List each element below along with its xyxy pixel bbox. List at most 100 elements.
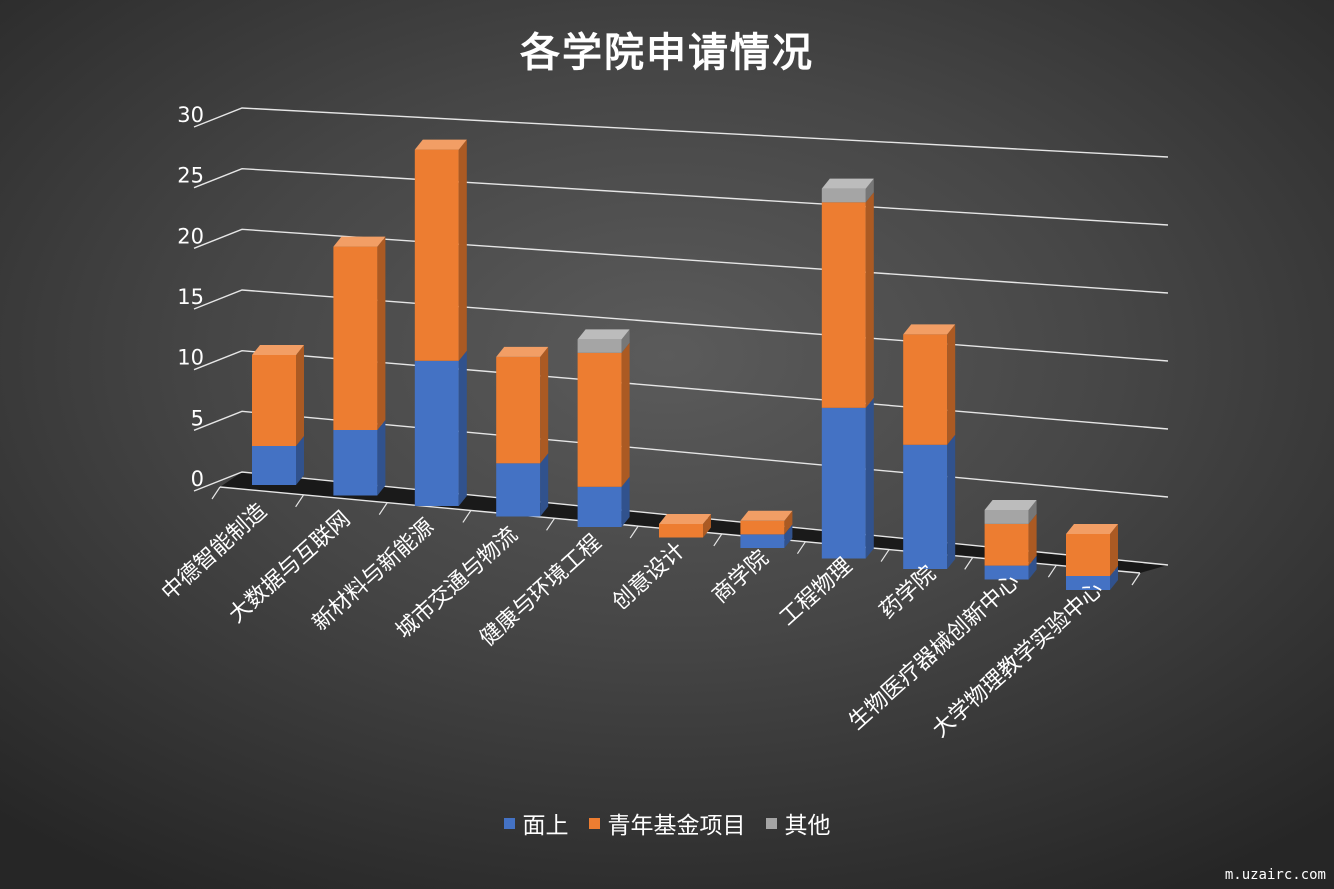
- x-tick-1: [295, 494, 305, 508]
- bar-2-s1: [414, 149, 459, 361]
- legend-swatch-youth: [588, 817, 600, 829]
- x-tick-4: [546, 517, 556, 531]
- bar-top-4: [577, 329, 630, 340]
- chart-legend: 面上 青年基金项目 其他: [0, 806, 1334, 840]
- x-tick-label-5: 创意设计: [608, 538, 690, 615]
- bar-side-0-s1: [296, 345, 304, 446]
- bar-6-s1: [740, 520, 785, 535]
- x-tick-6: [713, 533, 723, 547]
- bar-10-s0: [1066, 576, 1110, 590]
- bar-side-8-s0: [947, 434, 956, 569]
- bar-1-s1: [333, 246, 378, 430]
- legend-item-other: 其他: [765, 806, 831, 840]
- bar-side-7-s0: [865, 397, 874, 559]
- x-tick-label-7: 工程物理: [775, 554, 857, 631]
- bar-side-1-s1: [377, 236, 386, 430]
- bar-7-s2: [821, 188, 866, 203]
- bar-side-3-s1: [540, 346, 549, 464]
- x-tick-label-9: 生物医疗器械创新中心: [844, 569, 1024, 735]
- bar-side-9-s0: [1028, 555, 1037, 580]
- bar-0-s1: [252, 355, 296, 446]
- bar-top-7: [821, 178, 874, 189]
- bar-side-8-s1: [947, 324, 956, 445]
- x-tick-label-6: 商学院: [708, 546, 774, 609]
- bar-side-7-s1: [865, 192, 874, 408]
- bar-top-1: [333, 236, 386, 247]
- bar-side-4-s2: [621, 329, 630, 353]
- bar-top-9: [984, 500, 1037, 510]
- gridline-5: [193, 167, 1169, 226]
- x-tick-label-8: 药学院: [875, 561, 941, 624]
- bar-side-1-s0: [377, 420, 386, 496]
- bar-9-s2: [984, 510, 1029, 524]
- bar-side-2-s0: [458, 350, 467, 506]
- bar-side-6-s1: [784, 510, 793, 535]
- y-tick-label-3: 15: [177, 285, 204, 309]
- y-tick-label-1: 5: [191, 406, 204, 430]
- bar-side-0-s0: [296, 436, 304, 485]
- bar-top-3: [496, 346, 549, 357]
- x-tick-8: [880, 549, 890, 562]
- x-tick-5: [629, 525, 639, 539]
- bar-side-5-s1: [703, 514, 711, 538]
- gridline-6: [193, 107, 1169, 158]
- bar-side-4-s0: [621, 476, 630, 527]
- legend-item-mianshang: 面上: [503, 806, 569, 840]
- bar-side-4-s1: [621, 342, 630, 487]
- bar-10-s1: [1066, 534, 1110, 576]
- bar-9-s0: [984, 565, 1029, 580]
- bar-5-s1: [659, 524, 703, 538]
- y-tick-label-6: 30: [177, 103, 204, 127]
- bar-side-9-s1: [1028, 513, 1037, 566]
- bar-top-5: [659, 514, 711, 524]
- x-tick-10: [1047, 564, 1057, 578]
- x-tick-2: [378, 502, 388, 515]
- bar-top-10: [1066, 524, 1118, 534]
- x-tick-9: [964, 557, 974, 570]
- bar-top-8: [903, 324, 956, 335]
- legend-swatch-mianshang: [503, 817, 515, 829]
- x-tick-11: [1131, 572, 1141, 586]
- bar-top-6: [740, 510, 793, 521]
- y-tick-label-4: 20: [177, 224, 204, 248]
- bar-side-3-s0: [540, 453, 549, 517]
- bar-side-7-s2: [865, 178, 874, 203]
- bar-top-2: [414, 139, 467, 150]
- bar-4-s1: [577, 352, 622, 487]
- chart-title: 各学院申请情况: [520, 30, 814, 76]
- x-tick-7: [796, 541, 806, 555]
- bar-side-10-s1: [1110, 524, 1118, 576]
- y-tick-label-0: 0: [191, 467, 204, 491]
- bar-3-s1: [496, 356, 541, 464]
- legend-swatch-other: [765, 817, 777, 829]
- bar-4-s0: [577, 486, 622, 527]
- bar-8-s1: [903, 334, 948, 445]
- bar-2-s0: [414, 360, 459, 506]
- legend-label-youth: 青年基金项目: [607, 813, 746, 839]
- bar-side-10-s0: [1110, 566, 1118, 590]
- bar-0-s0: [252, 446, 296, 485]
- bar-4-s2: [577, 339, 622, 353]
- bar-7-s1: [821, 202, 866, 408]
- y-tick-label-2: 10: [177, 346, 204, 370]
- bar-6-s0: [740, 534, 785, 548]
- bar-side-6-s0: [784, 524, 793, 548]
- legend-label-mianshang: 面上: [522, 813, 569, 839]
- bar-1-s0: [333, 430, 378, 496]
- x-tick-3: [462, 510, 472, 523]
- bar-side-2-s1: [458, 139, 467, 361]
- x-tick-0: [211, 486, 221, 500]
- bar-8-s0: [903, 444, 948, 569]
- legend-label-other: 其他: [784, 813, 831, 839]
- x-tick-label-10: 大学物理教学实验中心: [928, 577, 1108, 743]
- bar-9-s1: [984, 523, 1029, 566]
- y-tick-label-5: 25: [177, 164, 204, 188]
- bar-3-s0: [496, 463, 541, 517]
- bar-top-0: [252, 345, 304, 355]
- watermark: m.uzairc.com: [1224, 867, 1326, 883]
- legend-item-youth: 青年基金项目: [588, 806, 746, 840]
- bar-7-s0: [821, 407, 866, 559]
- bar-side-9-s2: [1028, 500, 1037, 524]
